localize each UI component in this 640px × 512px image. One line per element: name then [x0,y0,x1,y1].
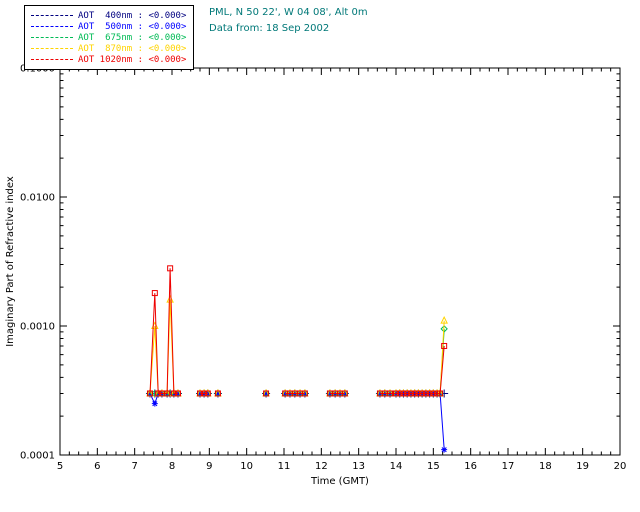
svg-text:16: 16 [464,461,477,472]
svg-text:20: 20 [614,461,627,472]
legend-label: AOT 500nm : <0.000> [78,21,187,32]
svg-text:7: 7 [131,461,137,472]
legend-label: AOT 1020nm : <0.000> [78,54,187,65]
svg-text:5: 5 [57,461,63,472]
svg-text:18: 18 [539,461,552,472]
svg-text:0.0010: 0.0010 [20,322,55,333]
svg-text:Time (GMT): Time (GMT) [310,476,369,487]
legend-item: AOT 500nm : <0.000> [31,21,186,32]
svg-text:15: 15 [427,461,440,472]
svg-text:0.0100: 0.0100 [20,193,55,204]
legend-line-sample [31,15,73,16]
legend-item: AOT 675nm : <0.000> [31,32,186,43]
legend-label: AOT 675nm : <0.000> [78,32,187,43]
station-info: PML, N 50 22', W 04 08', Alt 0m [209,7,368,18]
legend-line-sample [31,26,73,27]
legend-label: AOT 870nm : <0.000> [78,43,187,54]
svg-text:14: 14 [390,461,403,472]
legend-line-sample [31,48,73,49]
svg-text:19: 19 [576,461,589,472]
legend-line-sample [31,59,73,60]
plot-header: PML, N 50 22', W 04 08', Alt 0m Data fro… [209,7,368,39]
svg-text:17: 17 [502,461,515,472]
svg-text:12: 12 [315,461,328,472]
svg-text:11: 11 [278,461,291,472]
legend-line-sample [31,37,73,38]
date-info: Data from: 18 Sep 2002 [209,23,330,34]
svg-text:10: 10 [240,461,253,472]
legend: AOT 400nm : <0.000> AOT 500nm : <0.000> … [24,5,195,70]
legend-item: AOT 400nm : <0.000> [31,10,186,21]
svg-text:Imaginary Part of Refractive i: Imaginary Part of Refractive index [5,176,16,347]
svg-text:13: 13 [352,461,365,472]
svg-text:0.0001: 0.0001 [20,451,55,462]
legend-label: AOT 400nm : <0.000> [78,10,187,21]
legend-item: AOT 870nm : <0.000> [31,43,186,54]
svg-text:9: 9 [206,461,212,472]
svg-text:8: 8 [169,461,175,472]
svg-text:6: 6 [94,461,100,472]
legend-item: AOT 1020nm : <0.000> [31,54,186,65]
